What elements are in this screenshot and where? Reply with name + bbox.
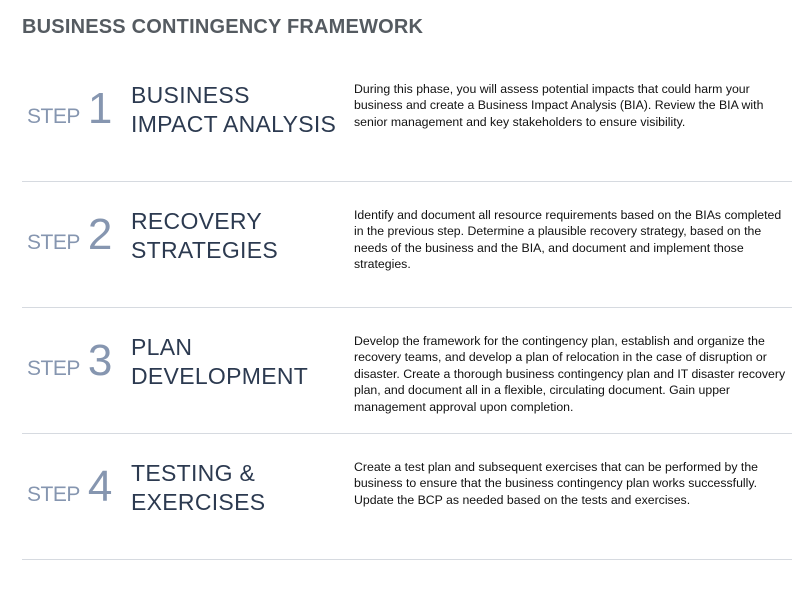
step-heading: BUSINESS IMPACT ANALYSIS (131, 82, 337, 137)
step-row-4: STEP 4 TESTING & EXERCISES Create a test … (22, 434, 792, 560)
step-number: 4 (87, 462, 113, 511)
step-label: STEP (27, 357, 80, 380)
step-label: STEP (27, 231, 80, 254)
step-description: Develop the framework for the contingenc… (354, 334, 786, 414)
step-description: During this phase, you will assess poten… (354, 82, 764, 129)
step-marker: STEP 3 (27, 336, 127, 386)
step-heading: TESTING & EXERCISES (131, 460, 266, 515)
step-label: STEP (27, 483, 80, 506)
step-label: STEP (27, 105, 80, 128)
step-number: 1 (87, 84, 113, 133)
step-description: Create a test plan and subsequent exerci… (354, 460, 758, 507)
step-marker: STEP 4 (27, 462, 127, 512)
step-marker: STEP 1 (27, 84, 127, 134)
step-row-3: STEP 3 PLAN DEVELOPMENT Develop the frame… (22, 308, 792, 434)
step-heading: PLAN DEVELOPMENT (131, 334, 309, 389)
step-description: Identify and document all resource requi… (354, 208, 782, 272)
step-heading: RECOVERY STRATEGIES (131, 208, 278, 263)
step-marker: STEP 2 (27, 210, 127, 260)
step-number: 3 (87, 336, 113, 385)
step-number: 2 (87, 210, 113, 259)
step-row-1: STEP 1 BUSINESS IMPACT ANALYSIS During th… (22, 56, 792, 182)
page-title: BUSINESS CONTINGENCY FRAMEWORK (22, 16, 424, 38)
step-row-2: STEP 2 RECOVERY STRATEGIES Identify and d… (22, 182, 792, 308)
